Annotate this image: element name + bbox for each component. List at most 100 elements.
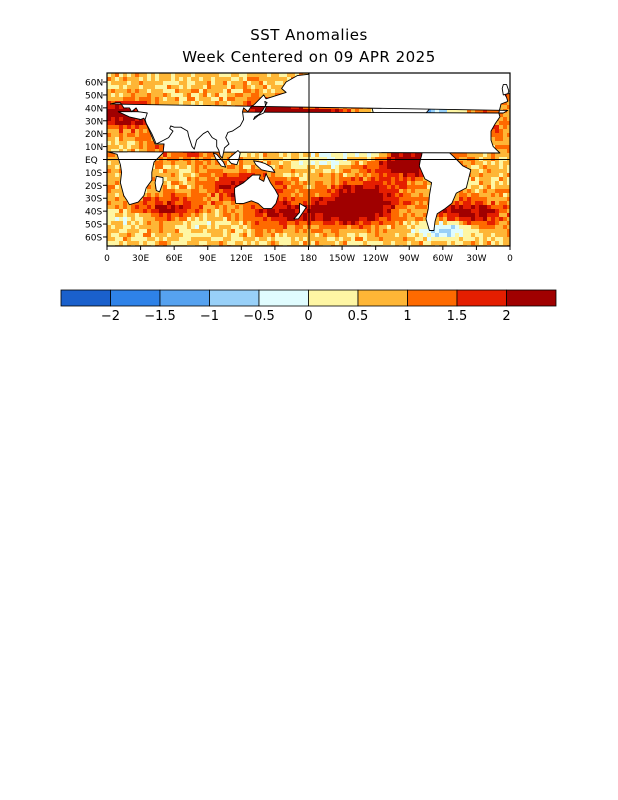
anomaly-cell [199,221,204,226]
anomaly-cell [243,237,248,242]
anomaly-cell [347,189,352,194]
anomaly-cell [183,237,188,242]
anomaly-cell [479,205,484,210]
anomaly-cell [459,109,464,114]
anomaly-cell [171,81,176,86]
anomaly-cell [163,89,168,94]
anomaly-cell [111,237,116,242]
lon-tick-label: 0 [104,254,110,264]
anomaly-cell [279,217,284,222]
anomaly-cell [335,201,340,206]
anomaly-cell [195,197,200,202]
anomaly-cell [175,165,180,170]
anomaly-cell [387,225,392,230]
anomaly-cell [107,149,112,154]
anomaly-cell [311,229,316,234]
anomaly-cell [263,109,268,114]
anomaly-cell [291,213,296,218]
anomaly-cell [347,177,352,182]
anomaly-cell [351,177,356,182]
anomaly-cell [207,169,212,174]
anomaly-cell [423,185,428,190]
anomaly-cell [147,97,152,102]
colorbar-label: 0.5 [348,309,369,324]
anomaly-cell [327,229,332,234]
anomaly-cell [163,165,168,170]
anomaly-cell [107,241,112,246]
anomaly-cell [175,229,180,234]
anomaly-cell [211,173,216,178]
anomaly-cell [363,225,368,230]
anomaly-cell [387,161,392,166]
anomaly-cell [379,181,384,186]
anomaly-cell [311,165,316,170]
anomaly-cell [167,181,172,186]
anomaly-cell [375,197,380,202]
anomaly-cell [195,101,200,106]
anomaly-cell [479,217,484,222]
anomaly-cell [163,77,168,82]
anomaly-cell [331,217,336,222]
anomaly-cell [155,233,160,238]
anomaly-cell [495,109,500,114]
anomaly-cell [403,197,408,202]
anomaly-cell [179,185,184,190]
anomaly-cell [483,109,488,114]
anomaly-cell [235,177,240,182]
anomaly-cell [251,165,256,170]
anomaly-cell [251,225,256,230]
anomaly-cell [111,137,116,142]
anomaly-cell [419,173,424,178]
anomaly-cell [499,205,504,210]
anomaly-cell [135,149,140,154]
anomaly-cell [179,241,184,246]
anomaly-cell [191,213,196,218]
anomaly-cell [403,217,408,222]
anomaly-cell [199,241,204,246]
anomaly-cell [179,233,184,238]
anomaly-cell [131,213,136,218]
anomaly-cell [227,93,232,98]
anomaly-cell [399,153,404,158]
anomaly-cell [319,217,324,222]
anomaly-cell [471,229,476,234]
anomaly-cell [471,213,476,218]
anomaly-cell [483,177,488,182]
anomaly-cell [199,189,204,194]
anomaly-cell [471,153,476,158]
anomaly-cell [495,177,500,182]
anomaly-cell [271,153,276,158]
anomaly-cell [203,93,208,98]
anomaly-cell [491,217,496,222]
anomaly-cell [107,225,112,230]
anomaly-cell [171,217,176,222]
anomaly-cell [479,225,484,230]
anomaly-cell [215,165,220,170]
anomaly-cell [295,193,300,198]
anomaly-cell [451,153,456,158]
anomaly-cell [383,189,388,194]
anomaly-cell [259,209,264,214]
anomaly-cell [167,225,172,230]
anomaly-cell [263,73,268,78]
anomaly-cell [275,209,280,214]
anomaly-cell [499,105,504,110]
anomaly-cell [279,221,284,226]
anomaly-cell [115,189,120,194]
anomaly-cell [275,73,280,78]
anomaly-cell [251,89,256,94]
anomaly-cell [495,161,500,166]
anomaly-cell [211,201,216,206]
anomaly-cell [271,217,276,222]
anomaly-cell [499,177,504,182]
anomaly-cell [187,237,192,242]
anomaly-cell [339,173,344,178]
anomaly-cell [503,225,508,230]
anomaly-cell [399,193,404,198]
anomaly-cell [215,201,220,206]
anomaly-cell [343,173,348,178]
anomaly-cell [463,217,468,222]
anomaly-cell [199,165,204,170]
anomaly-cell [343,197,348,202]
anomaly-cell [491,201,496,206]
